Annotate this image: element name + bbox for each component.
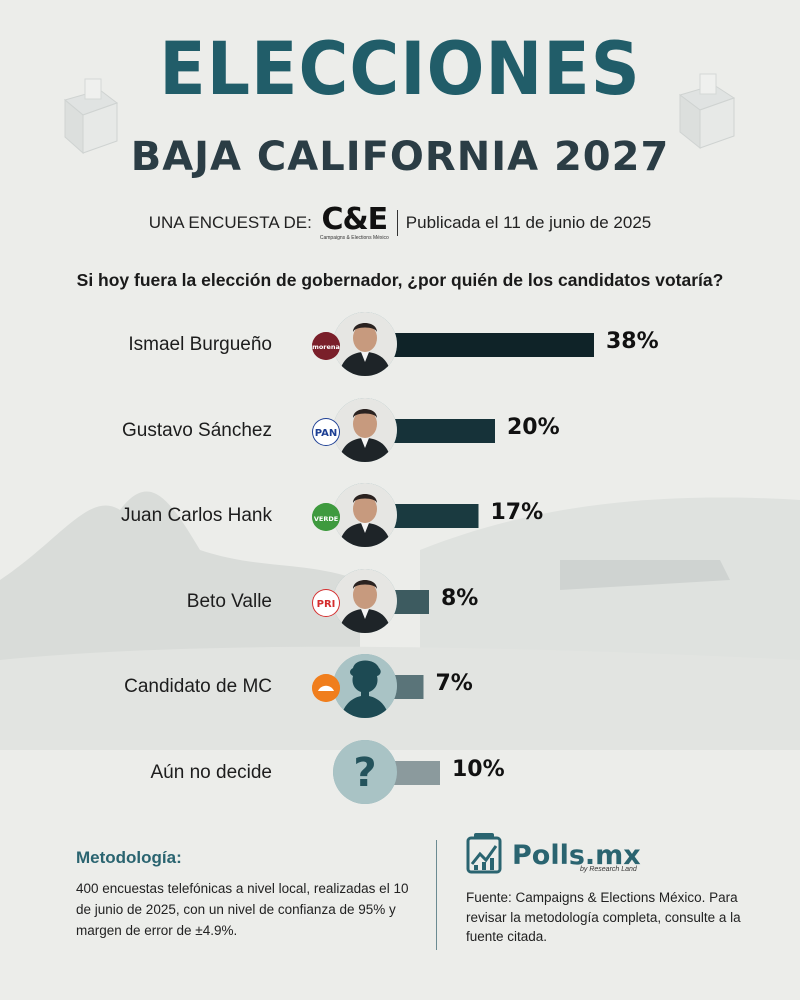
bar-track: [385, 504, 479, 528]
bar-track: [385, 333, 594, 357]
value-label: 17%: [490, 500, 544, 525]
byline-prefix: UNA ENCUESTA DE:: [148, 213, 312, 232]
mystery-candidate-icon: [333, 654, 397, 718]
svg-text:VERDE: VERDE: [314, 515, 338, 523]
chart-row: Ismael Burgueño morena 38%: [0, 310, 800, 380]
party-logo-pri: PRI: [312, 588, 340, 617]
published-date: Publicada el 11 de junio de 2025: [405, 213, 652, 232]
candidate-name: Gustavo Sánchez: [122, 419, 272, 441]
candidate-photo: [333, 568, 397, 633]
bar: [385, 504, 479, 528]
party-logo-morena: morena: [312, 332, 340, 360]
brand-subtitle: by Research Land: [580, 866, 637, 873]
value-label: 7%: [435, 671, 473, 696]
chart-row: Beto Valle PRI 8%: [0, 567, 800, 637]
chart-row: Gustavo Sánchez PAN 20%: [0, 396, 800, 466]
svg-text:morena: morena: [312, 343, 340, 351]
candidate-name: Aún no decide: [150, 761, 273, 783]
chart-row: Aún no decide? 10%: [0, 738, 800, 808]
value-label: 38%: [606, 329, 659, 354]
byline-divider: [396, 210, 398, 236]
polls-logo: Polls.mx: [466, 832, 641, 878]
value-label: 20%: [507, 414, 560, 440]
party-logo-pan: PAN: [312, 417, 340, 446]
bar-track: [385, 675, 424, 699]
footer-divider: [436, 840, 437, 950]
bar-track: [385, 760, 440, 785]
candidate-name: Candidato de MC: [124, 676, 272, 697]
candidate-photo: [333, 312, 397, 376]
bar: [385, 333, 594, 357]
svg-text:PRI: PRI: [317, 599, 336, 610]
methodology-title: Metodología:: [76, 848, 182, 867]
candidate-name: Juan Carlos Hank: [120, 505, 272, 526]
svg-text:?: ?: [353, 750, 376, 796]
party-logo-verde: VERDE: [312, 503, 340, 531]
pollster-logo-mark: C&E: [321, 202, 389, 237]
candidate-photo: [333, 483, 397, 547]
source-text: Fuente: Campaigns & Elections México. Pa…: [466, 890, 741, 944]
pollster-logo-caption: Campaigns & Elections México: [319, 235, 389, 241]
chart-logo-icon: [466, 833, 502, 874]
candidate-name: Beto Valle: [186, 590, 272, 612]
methodology-text: 400 encuestas telefónicas a nivel local,…: [76, 881, 409, 938]
page-title: ELECCIONES: [159, 26, 641, 113]
page-subtitle: BAJA CALIFORNIA 2027: [130, 134, 670, 180]
byline: UNA ENCUESTA DE: C&E Campaigns & Electio…: [0, 205, 800, 241]
party-logo-mc: [312, 674, 340, 702]
bar-track: [385, 418, 495, 443]
candidate-name: Ismael Burgueño: [128, 334, 272, 355]
brand-name: Polls.mx: [512, 839, 641, 871]
ballot-box-icon: [63, 78, 119, 155]
value-label: 10%: [452, 756, 505, 782]
question-mark-icon: ?: [333, 739, 397, 804]
chart-row: Juan Carlos Hank VERDE 17%: [0, 481, 800, 551]
svg-text:PAN: PAN: [315, 428, 338, 439]
candidate-photo: [333, 397, 397, 462]
survey-question: Si hoy fuera la elección de gobernador, …: [76, 270, 724, 290]
bar: [385, 418, 495, 443]
value-label: 8%: [441, 585, 479, 611]
ballot-box-icon: [678, 73, 736, 150]
bar-track: [385, 589, 429, 614]
chart-row: Candidato de MC 7%: [0, 652, 800, 722]
pollster-logo: C&E Campaigns & Elections México: [320, 205, 389, 241]
